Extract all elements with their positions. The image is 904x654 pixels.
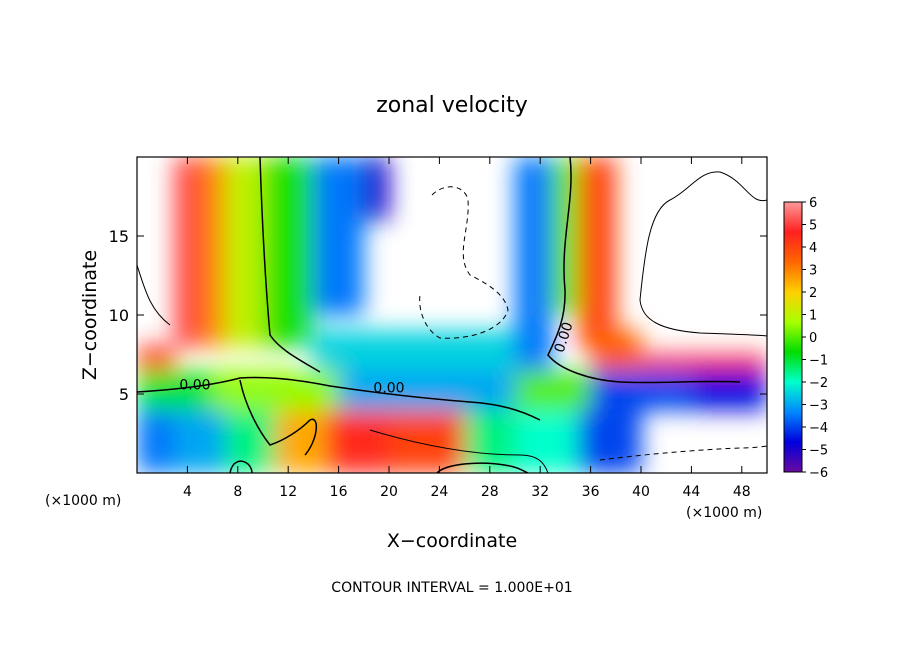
y-tick-label: 5 (119, 385, 129, 404)
colorbar-label: −4 (809, 421, 828, 436)
zero-contour-bottom (436, 462, 529, 473)
negative-contour-lower-right (599, 445, 767, 461)
heat-cell (590, 370, 692, 410)
colorbar-gradient (783, 201, 803, 473)
heat-cell (515, 409, 578, 473)
heat-cell (174, 157, 200, 347)
heat-cell (200, 157, 226, 347)
zero-contour-bottom-left (229, 460, 253, 473)
x-tick-label: 48 (733, 484, 751, 500)
negative-contour-upper (419, 186, 509, 339)
contour-label: 0.00 (373, 380, 404, 396)
y-axis-label: Z−coordinate (79, 250, 101, 380)
contour-label: 0.00 (179, 377, 210, 393)
heat-cell (225, 157, 263, 347)
x-tick-label: 16 (330, 484, 348, 500)
heat-cell (212, 370, 339, 410)
x-tick-label: 32 (531, 484, 549, 500)
chart-title: zonal velocity (376, 93, 528, 118)
colorbar-label: 0 (809, 331, 817, 346)
positive-contour-upper-right (639, 171, 767, 337)
colorbar-label: 6 (809, 196, 817, 211)
colorbar-label: 3 (809, 264, 817, 279)
colorbar-label: −1 (809, 354, 828, 369)
colorbar-label: −6 (809, 466, 828, 481)
x-unit-right: (×1000 m) (686, 505, 762, 521)
x-tick-label: 24 (430, 484, 448, 500)
heat-cell (137, 409, 175, 473)
x-tick-label: 4 (183, 484, 192, 500)
heat-cell (363, 157, 389, 221)
heat-cell (313, 330, 515, 371)
x-tick-label: 28 (481, 484, 499, 500)
colorbar-label: 1 (809, 309, 817, 324)
heat-cell (578, 409, 641, 473)
x-tick-label: 8 (233, 484, 242, 500)
heat-cell (174, 409, 226, 473)
heat-cell (275, 409, 326, 473)
zero-contour-horizontal (137, 376, 541, 421)
x-tick-label: 20 (380, 484, 398, 500)
y-axis: 5 10 15 (109, 227, 767, 404)
colorbar-label: 4 (809, 241, 817, 256)
contour-interval-footer: CONTOUR INTERVAL = 1.000E+01 (331, 580, 572, 596)
heat-cell (691, 370, 767, 410)
heat-cell (313, 157, 364, 315)
x-tick-label: 40 (632, 484, 650, 500)
heat-cell (326, 409, 389, 473)
colorbar-label: −2 (809, 376, 828, 391)
colorbar: 6 5 4 3 2 1 0 −1 −2 −3 −4 −5 −6 (783, 196, 828, 481)
positive-contour-upper-left (137, 264, 171, 326)
heat-cell (515, 370, 591, 410)
x-unit-left: (×1000 m) (45, 493, 121, 509)
x-tick-label: 12 (279, 484, 297, 500)
colorbar-label: 2 (809, 286, 817, 301)
zero-contour-lower-left (239, 379, 317, 456)
zero-contour-right (547, 157, 741, 384)
heat-cell (263, 157, 314, 347)
heat-cell (578, 157, 616, 347)
heat-cell (464, 409, 515, 473)
colorbar-labels: 6 5 4 3 2 1 0 −1 −2 −3 −4 −5 −6 (802, 196, 828, 481)
positive-contour-lower-middle (369, 429, 549, 473)
x-axis-label: X−coordinate (387, 530, 517, 552)
x-tick-label: 36 (582, 484, 600, 500)
x-axis: 4 8 12 16 20 24 28 32 36 40 44 48 (183, 157, 751, 500)
y-tick-label: 15 (109, 227, 129, 246)
heat-cell (590, 330, 641, 371)
colorbar-label: 5 (809, 219, 817, 234)
x-tick-label: 44 (682, 484, 700, 500)
zero-contour-left-vertical (259, 157, 321, 373)
heat-cell (137, 370, 213, 410)
colorbar-label: −3 (809, 399, 828, 414)
y-tick-label: 10 (109, 306, 129, 325)
colorbar-label: −5 (809, 444, 828, 459)
heat-cell (641, 354, 767, 371)
contour-lines (137, 157, 767, 473)
heat-cell (389, 409, 465, 473)
heat-cell (137, 346, 175, 371)
heat-cell (515, 157, 553, 371)
